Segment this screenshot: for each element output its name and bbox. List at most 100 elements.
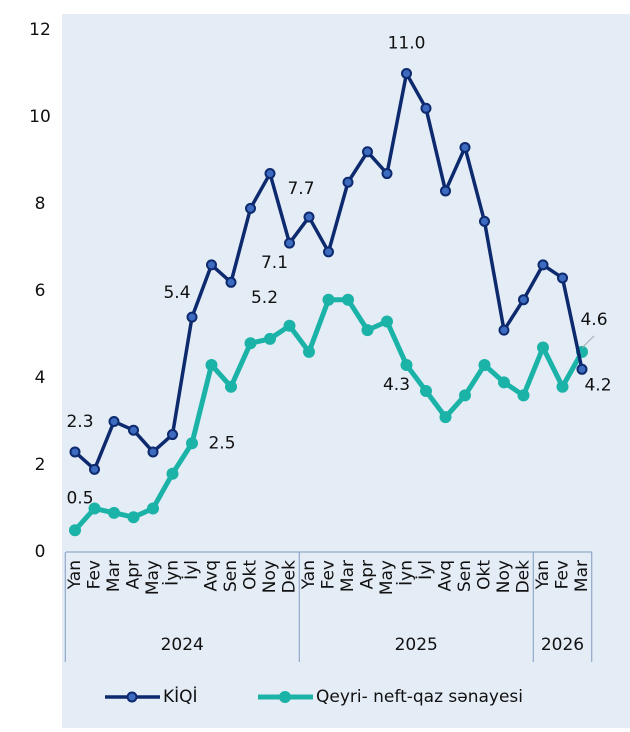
data-point [400, 358, 413, 371]
data-point [362, 146, 373, 158]
data-point [323, 246, 334, 258]
data-point [245, 202, 256, 214]
y-tick-label: 12 [29, 20, 51, 40]
y-tick-label: 10 [29, 107, 51, 127]
data-point [205, 358, 218, 371]
x-tick-label: May [143, 560, 163, 595]
data-point [284, 237, 295, 249]
group-label: 2025 [395, 635, 438, 655]
data-point [401, 68, 412, 79]
x-tick-label: Noy [260, 560, 280, 593]
leader-line [581, 335, 595, 349]
data-point [479, 215, 490, 227]
y-tick-label: 8 [35, 194, 46, 214]
data-point [440, 185, 451, 197]
data-label: 4.3 [383, 375, 410, 395]
x-tick-label: Avq [436, 560, 456, 592]
data-point [459, 141, 471, 153]
data-point [186, 437, 198, 450]
data-point [537, 341, 549, 354]
data-point [283, 319, 296, 332]
data-label: 7.1 [261, 253, 288, 273]
x-tick-label: Mar [104, 560, 124, 592]
data-point [244, 337, 257, 350]
x-tick-label: Avq [202, 560, 222, 592]
x-tick-label: Mar [572, 560, 592, 592]
x-tick-label: Yan [533, 560, 553, 590]
x-tick-label: Sen [221, 560, 241, 592]
data-point [303, 345, 315, 358]
data-point [225, 380, 237, 393]
data-label: 4.2 [584, 375, 611, 395]
data-label: 4.6 [580, 310, 607, 330]
group-label: 2024 [161, 635, 204, 655]
plot-background [62, 14, 630, 728]
data-point [147, 446, 159, 458]
data-label: 5.2 [251, 288, 278, 308]
x-tick-label: Okt [241, 560, 261, 590]
data-label: 0.5 [66, 488, 93, 508]
data-label: 2.3 [66, 412, 93, 432]
x-tick-label: İyn [162, 560, 183, 586]
data-label: 2.5 [208, 433, 235, 453]
x-tick-label: Dek [280, 560, 300, 594]
data-point [147, 502, 159, 515]
x-tick-label: May [377, 560, 397, 595]
x-tick-label: Sen [455, 560, 475, 592]
y-tick-label: 2 [35, 455, 46, 475]
legend-marker [279, 691, 291, 703]
data-point [576, 363, 588, 375]
data-point [264, 168, 276, 180]
data-point [206, 259, 217, 271]
data-point [167, 429, 178, 441]
data-point [225, 276, 237, 288]
data-point [128, 424, 139, 436]
data-point [127, 511, 140, 524]
data-point [108, 416, 120, 427]
data-point [303, 211, 315, 223]
data-point [264, 332, 276, 345]
data-point [166, 467, 179, 480]
x-tick-label: İyn [396, 560, 417, 586]
x-tick-label: Yan [299, 560, 319, 590]
data-point [108, 506, 120, 519]
data-point [556, 380, 569, 393]
data-point [186, 311, 198, 323]
data-point [322, 293, 335, 306]
x-tick-label: Noy [494, 560, 514, 593]
data-point [420, 385, 432, 398]
y-tick-label: 6 [35, 281, 46, 301]
data-point [69, 446, 81, 458]
data-point [342, 293, 354, 306]
data-point [478, 358, 491, 371]
data-point [517, 389, 530, 402]
x-tick-label: İyl [415, 560, 436, 580]
data-point [557, 272, 568, 284]
x-tick-label: Mar [338, 560, 358, 592]
data-label: 5.4 [163, 283, 190, 303]
x-tick-label: Fev [553, 560, 573, 589]
x-tick-label: İyl [181, 560, 202, 580]
x-tick-label: Okt [475, 560, 495, 590]
data-point [381, 168, 393, 180]
data-point [459, 389, 471, 402]
x-tick-label: Fev [319, 560, 339, 589]
data-point [342, 176, 354, 188]
x-tick-label: Dek [514, 560, 534, 594]
group-label: 2026 [541, 635, 584, 655]
x-tick-label: Apr [358, 560, 378, 589]
data-point [89, 463, 100, 475]
data-point [69, 524, 81, 537]
x-tick-label: Fev [85, 560, 105, 589]
x-tick-label: Apr [124, 560, 144, 589]
data-point [439, 411, 452, 424]
data-label: 7.7 [287, 179, 314, 199]
data-point [381, 315, 393, 328]
x-tick-label: Yan [65, 560, 85, 590]
y-tick-label: 0 [35, 542, 46, 562]
data-point [537, 259, 549, 271]
data-point [498, 324, 510, 336]
data-point [498, 376, 510, 389]
data-point [420, 102, 432, 114]
